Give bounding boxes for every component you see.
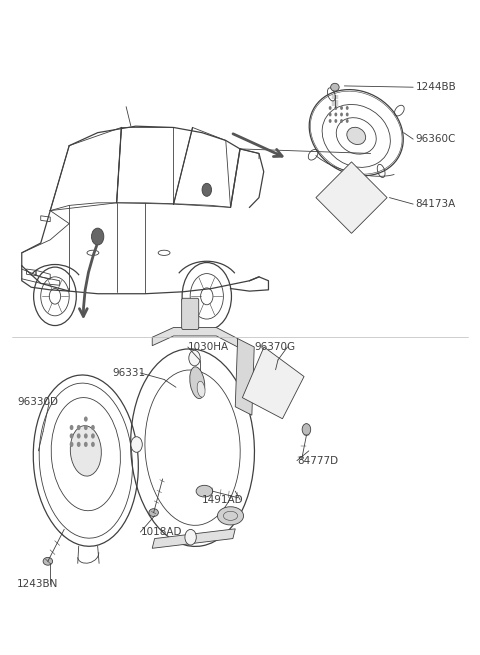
Circle shape	[335, 119, 337, 123]
Text: 96331: 96331	[112, 368, 145, 378]
Circle shape	[91, 442, 95, 447]
Circle shape	[335, 113, 337, 117]
Circle shape	[84, 425, 88, 430]
Circle shape	[329, 106, 332, 110]
Circle shape	[84, 417, 88, 422]
Circle shape	[346, 106, 348, 110]
Circle shape	[84, 434, 88, 439]
Circle shape	[302, 424, 311, 436]
Polygon shape	[152, 328, 238, 347]
Text: 1491AD: 1491AD	[202, 495, 244, 504]
Polygon shape	[152, 529, 235, 548]
Polygon shape	[316, 162, 387, 233]
Circle shape	[92, 228, 104, 245]
Ellipse shape	[196, 485, 213, 497]
Circle shape	[77, 425, 81, 430]
Circle shape	[329, 113, 332, 117]
Text: 1018AD: 1018AD	[140, 527, 182, 537]
Polygon shape	[235, 339, 254, 415]
FancyBboxPatch shape	[181, 298, 199, 329]
Text: 96330D: 96330D	[17, 397, 58, 407]
Text: 84173A: 84173A	[416, 199, 456, 209]
Ellipse shape	[197, 381, 205, 397]
Circle shape	[77, 442, 81, 447]
Ellipse shape	[43, 557, 53, 565]
Circle shape	[335, 106, 337, 110]
Circle shape	[70, 434, 73, 439]
Circle shape	[185, 529, 196, 545]
Circle shape	[340, 113, 343, 117]
Circle shape	[340, 119, 343, 123]
Polygon shape	[242, 347, 304, 419]
Circle shape	[91, 434, 95, 439]
Circle shape	[77, 434, 81, 439]
Circle shape	[70, 425, 73, 430]
Circle shape	[84, 442, 88, 447]
Text: 1244BB: 1244BB	[416, 83, 456, 92]
Circle shape	[346, 119, 348, 123]
Circle shape	[91, 425, 95, 430]
Text: 96370G: 96370G	[254, 342, 295, 352]
Text: 1243BN: 1243BN	[17, 579, 59, 589]
Ellipse shape	[217, 507, 243, 525]
Circle shape	[329, 119, 332, 123]
Circle shape	[131, 437, 142, 453]
Text: 96360C: 96360C	[416, 134, 456, 144]
Ellipse shape	[149, 509, 158, 517]
Ellipse shape	[331, 83, 339, 91]
Circle shape	[346, 113, 348, 117]
Circle shape	[189, 350, 200, 366]
Circle shape	[70, 442, 73, 447]
Text: 1030HA: 1030HA	[188, 342, 229, 352]
Ellipse shape	[70, 426, 101, 476]
Circle shape	[340, 106, 343, 110]
Ellipse shape	[347, 127, 366, 145]
Ellipse shape	[190, 367, 205, 399]
Text: 84777D: 84777D	[297, 456, 338, 466]
Circle shape	[202, 183, 212, 196]
